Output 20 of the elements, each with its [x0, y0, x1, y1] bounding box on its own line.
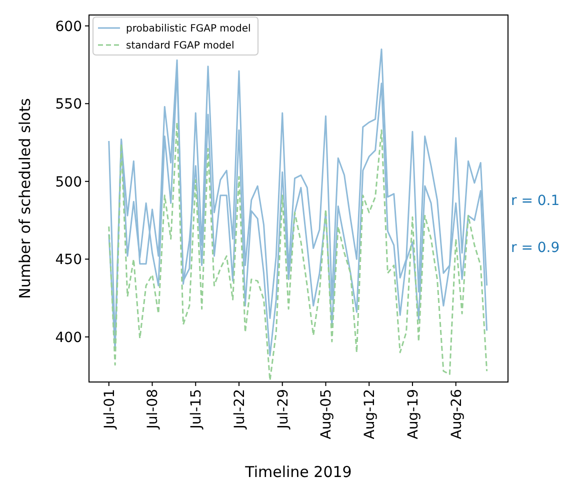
y-tick-label: 450 [55, 252, 82, 268]
legend-label: probabilistic FGAP model [126, 24, 251, 34]
x-tick-label: Aug-26 [448, 388, 465, 440]
legend-label: standard FGAP model [126, 40, 234, 52]
y-tick-label: 500 [55, 174, 82, 190]
text: r = 0.9 [511, 240, 560, 256]
text: r = 0.1 [511, 192, 560, 209]
y-tick-label: 400 [55, 330, 82, 346]
x-tick-label: Jul-29 [275, 389, 292, 430]
x-tick-label: Aug-05 [318, 389, 335, 440]
x-tick-label: Jul-01 [102, 389, 118, 430]
x-tick-label: Aug-12 [362, 389, 378, 440]
y-axis-title: Number of scheduled slots [16, 98, 34, 299]
x-tick-label: Jul-08 [145, 389, 162, 430]
x-tick-label: Jul-22 [232, 389, 248, 430]
y-tick-label: 600 [55, 18, 82, 35]
x-tick-label: Jul-15 [188, 389, 205, 430]
y-tick-label: 550 [55, 96, 82, 113]
x-tick-label: Aug-19 [405, 389, 422, 440]
x-axis-title: Timeline 2019 [244, 463, 352, 481]
